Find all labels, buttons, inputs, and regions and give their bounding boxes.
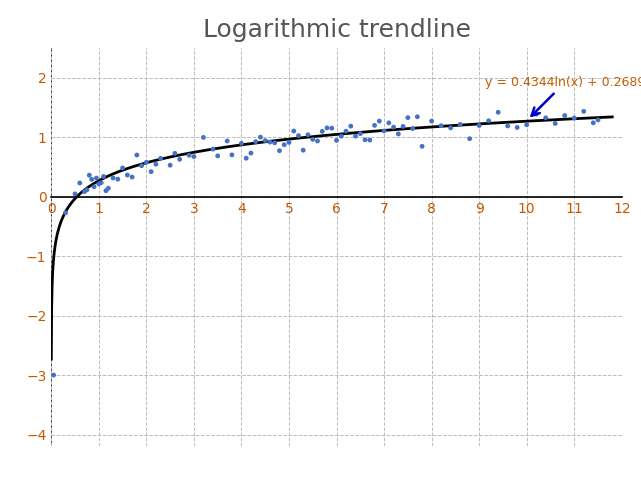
Point <box>270 139 280 147</box>
Point <box>94 180 104 188</box>
Point <box>412 113 422 120</box>
Point <box>156 155 166 162</box>
Point <box>465 135 475 143</box>
Point <box>246 149 256 157</box>
Point <box>360 136 370 144</box>
Point <box>493 108 503 116</box>
Point <box>79 188 90 195</box>
Point <box>151 160 161 168</box>
Point <box>398 122 408 130</box>
Point <box>170 149 180 157</box>
Point <box>522 121 532 129</box>
Point <box>483 117 494 125</box>
Point <box>531 110 541 118</box>
Point <box>227 151 237 159</box>
Point <box>188 153 199 160</box>
Point <box>341 127 351 135</box>
Point <box>241 155 251 162</box>
Point <box>87 176 97 183</box>
Point <box>445 124 456 132</box>
Point <box>317 128 328 135</box>
Point <box>213 152 223 160</box>
Point <box>403 114 413 121</box>
Point <box>550 120 560 127</box>
Point <box>569 114 579 122</box>
Point <box>49 371 59 379</box>
Point <box>274 147 285 155</box>
Point <box>165 161 175 169</box>
Point <box>345 122 356 130</box>
Point <box>137 162 147 169</box>
Point <box>108 174 118 182</box>
Point <box>99 173 109 180</box>
Point <box>184 151 194 159</box>
Point <box>417 143 427 150</box>
Point <box>146 168 156 176</box>
Point <box>222 137 232 145</box>
Point <box>294 132 304 140</box>
Point <box>303 131 313 139</box>
Point <box>260 137 271 144</box>
Point <box>322 124 332 132</box>
Point <box>408 125 418 132</box>
Point <box>369 121 379 129</box>
Point <box>279 141 289 149</box>
Point <box>351 132 361 140</box>
Point <box>308 135 318 143</box>
Point <box>374 117 385 125</box>
Point <box>284 139 294 146</box>
Point <box>312 137 322 145</box>
Point <box>593 116 603 124</box>
Point <box>208 145 218 153</box>
Point <box>60 209 71 216</box>
Point <box>251 138 261 145</box>
Title: Logarithmic trendline: Logarithmic trendline <box>203 18 470 42</box>
Point <box>560 112 570 120</box>
Point <box>113 175 123 183</box>
Point <box>474 121 485 129</box>
Point <box>127 173 137 181</box>
Point <box>89 183 99 191</box>
Point <box>265 138 275 146</box>
Point <box>75 179 85 187</box>
Point <box>198 133 208 141</box>
Point <box>331 136 342 144</box>
Point <box>379 127 389 135</box>
Point <box>384 119 394 127</box>
Point <box>588 119 599 127</box>
Point <box>503 122 513 130</box>
Point <box>117 164 128 172</box>
Point <box>336 132 346 140</box>
Point <box>365 136 375 144</box>
Point <box>84 171 94 179</box>
Point <box>512 124 522 132</box>
Point <box>455 120 465 128</box>
Point <box>436 122 446 130</box>
Point <box>237 140 247 147</box>
Point <box>141 158 151 166</box>
Point <box>327 124 337 132</box>
Point <box>122 171 133 179</box>
Point <box>174 156 185 163</box>
Point <box>426 117 437 125</box>
Point <box>355 130 365 137</box>
Text: y = 0.4344ln(x) + 0.2689: y = 0.4344ln(x) + 0.2689 <box>485 76 641 116</box>
Point <box>91 174 101 182</box>
Point <box>393 130 403 138</box>
Point <box>388 123 399 131</box>
Point <box>101 187 111 194</box>
Point <box>288 127 299 135</box>
Point <box>103 184 113 192</box>
Point <box>132 151 142 159</box>
Point <box>82 186 92 193</box>
Point <box>255 133 265 141</box>
Point <box>298 146 308 154</box>
Point <box>540 114 551 121</box>
Point <box>70 190 80 198</box>
Point <box>96 179 106 187</box>
Point <box>579 108 589 115</box>
